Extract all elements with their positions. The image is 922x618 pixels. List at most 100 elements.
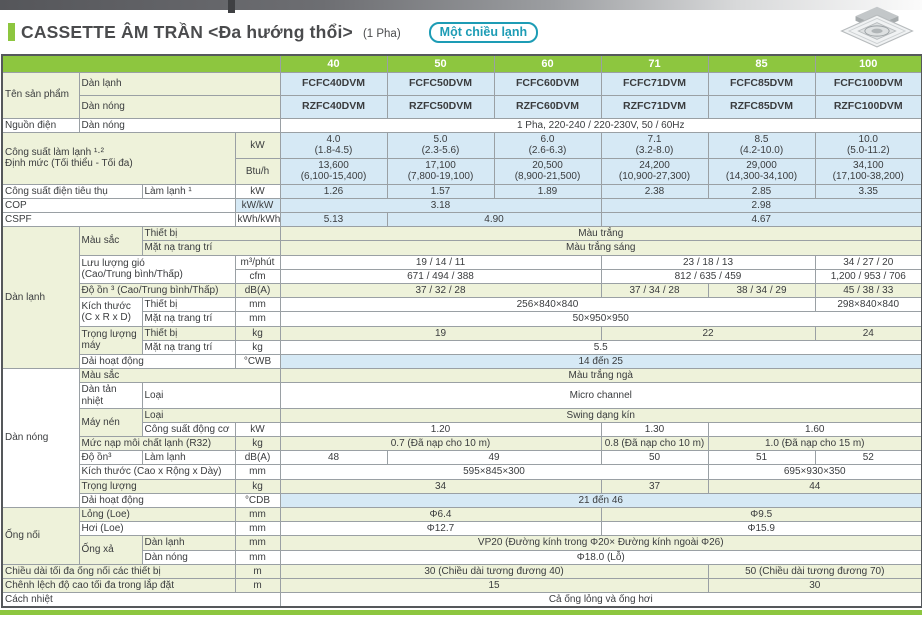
- cell-r24-c1: Làm lạnh: [141, 450, 236, 466]
- col-header-85: 85: [707, 54, 816, 73]
- cell-r3-c2: 1 Pha, 220-240 / 220-230V, 50 / 60Hz: [279, 117, 922, 133]
- cell-r30-c2: mm: [234, 535, 281, 551]
- cell-r16-c0: Trọng lượng máy: [78, 325, 143, 355]
- cell-r22-c0: Công suất động cơ: [141, 421, 236, 438]
- cell-r13-c4: 38 / 34 / 29: [707, 282, 816, 299]
- table-corner: [1, 54, 281, 73]
- cell-r9-c1: Màu sắc: [78, 226, 143, 256]
- cell-r8-c0: CSPF: [1, 212, 236, 228]
- cell-r32-c0: Chiều dài tối đa ống nối các thiết bị: [1, 563, 236, 579]
- cell-r33-c2: 15: [279, 577, 709, 594]
- cell-r30-c3: VP20 (Đường kính trong Φ20× Đường kính n…: [279, 535, 922, 551]
- cooling-only-badge: Một chiều lạnh: [428, 21, 539, 43]
- cell-r11-c2: 19 / 14 / 11: [279, 254, 602, 270]
- next-section-header-partial: [0, 610, 922, 616]
- cassette-unit-icon: [840, 6, 914, 48]
- cell-r29-c3: Φ15.9: [600, 521, 922, 537]
- cell-r21-c2: Swing dạng kín: [279, 407, 922, 423]
- cell-r8-c4: 4.67: [600, 212, 922, 228]
- cell-r14-c4: 298×840×840: [814, 297, 922, 313]
- cell-r14-c1: Thiết bị: [141, 297, 236, 313]
- cell-r5-c3: 20,500 (8,900-21,500): [493, 157, 602, 185]
- cell-r4-c6: 8.5 (4.2-10.0): [707, 131, 816, 159]
- cell-r17-c0: Mặt nạ trang trí: [141, 339, 236, 355]
- cell-r27-c1: °CDB: [234, 492, 281, 509]
- cell-r4-c0: Công suất làm lạnh ¹·² Định mức (Tối thi…: [1, 131, 236, 185]
- cell-r26-c1: kg: [234, 478, 281, 494]
- section-ong-noi: Ống nối: [1, 507, 80, 565]
- section-dan-nong: Dàn nóng: [1, 368, 80, 508]
- cell-r16-c3: 19: [279, 325, 602, 341]
- cell-r29-c2: Φ12.7: [279, 521, 602, 537]
- col-header-40: 40: [279, 54, 388, 73]
- cell-r22-c2: 1.20: [279, 421, 602, 438]
- section-dan-lanh: Dàn lạnh: [1, 226, 80, 370]
- cell-r6-c2: kW: [234, 183, 281, 199]
- cell-r16-c1: Thiết bị: [141, 325, 236, 341]
- cell-r27-c2: 21 đến 46: [279, 492, 922, 509]
- cell-r8-c3: 4.90: [386, 212, 602, 228]
- cell-r5-c6: 34,100 (17,100-38,200): [814, 157, 922, 185]
- cell-r17-c1: kg: [234, 339, 281, 355]
- model-indoor-40: FCFC40DVM: [279, 71, 388, 96]
- cell-r16-c2: kg: [234, 325, 281, 341]
- cell-r23-c0: Mức nạp môi chất lạnh (R32): [78, 436, 236, 452]
- cell-r22-c4: 1.60: [707, 421, 922, 438]
- cell-r15-c1: mm: [234, 311, 281, 327]
- cell-r30-c0: Ống xả: [78, 535, 143, 565]
- cell-r23-c2: 0.7 (Đã nạp cho 10 m): [279, 436, 602, 452]
- cell-r23-c1: kg: [234, 436, 281, 452]
- cell-r31-c2: Φ18.0 (Lỗ): [279, 549, 922, 565]
- cell-r28-c4: Φ9.5: [600, 506, 922, 523]
- cell-r21-c0: Máy nén: [78, 407, 143, 438]
- cell-r21-c1: Loại: [141, 407, 281, 423]
- cell-r25-c1: mm: [234, 464, 281, 480]
- model-indoor-71: FCFC71DVM: [600, 71, 709, 96]
- cell-r13-c3: 37 / 34 / 28: [600, 282, 709, 299]
- cell-r5-c5: 29,000 (14,300-34,100): [707, 157, 816, 185]
- cell-r33-c3: 30: [707, 577, 922, 594]
- cell-r13-c1: dB(A): [234, 282, 281, 299]
- cell-r15-c0: Mặt nạ trang trí: [141, 311, 236, 327]
- cell-r4-c7: 10.0 (5.0-11.2): [814, 131, 922, 159]
- cell-r5-c2: 17,100 (7,800-19,100): [386, 157, 495, 185]
- cell-r6-c3: 1.26: [279, 183, 388, 199]
- spec-table-body: 40 50 60 71 85 100 Tên sản phẩm Dàn lạnh FCFC40D…: [1, 54, 922, 608]
- cell-r10-c0: Mặt nạ trang trí: [141, 240, 281, 256]
- cell-r26-c0: Trọng lượng: [78, 478, 236, 494]
- phase-note: (1 Pha): [362, 27, 401, 40]
- cell-r27-c0: Dải hoạt động: [78, 492, 236, 509]
- model-indoor-100: FCFC100DVM: [814, 71, 922, 96]
- col-header-60: 60: [493, 54, 602, 73]
- cell-r4-c1: kW: [234, 131, 281, 159]
- cell-r32-c1: m: [234, 563, 281, 579]
- cell-r32-c3: 50 (Chiều dài tương đương 70): [707, 563, 922, 579]
- cell-r4-c3: 5.0 (2.3-5.6): [386, 131, 495, 159]
- cell-r29-c0: Hơi (Loe): [78, 521, 236, 537]
- cell-r3-c1: Dàn nóng: [78, 117, 281, 133]
- cell-r3-c0: Nguồn điện: [1, 117, 80, 133]
- cell-r32-c2: 30 (Chiều dài tương đương 40): [279, 563, 709, 579]
- model-outdoor-50: RZFC50DVM: [386, 94, 495, 119]
- cell-r12-c0: cfm: [234, 268, 281, 285]
- cell-r14-c2: mm: [234, 297, 281, 313]
- top-gradient-bar: [0, 0, 922, 13]
- cell-r24-c7: 52: [814, 450, 922, 466]
- title-row: CASSETTE ÂM TRẦN <Đa hướng thổi> (1 Pha)…: [0, 10, 922, 54]
- cell-r5-c4: 24,200 (10,900-27,300): [600, 157, 709, 185]
- cell-r25-c0: Kích thước (Cao x Rộng x Dày): [78, 464, 236, 480]
- cell-r24-c5: 50: [600, 450, 709, 466]
- model-outdoor-40: RZFC40DVM: [279, 94, 388, 119]
- cell-r33-c1: m: [234, 577, 281, 594]
- cell-r18-c0: Dải hoạt động: [78, 353, 236, 370]
- cell-r8-c2: 5.13: [279, 212, 388, 228]
- cell-r19-c1: Màu sắc: [78, 368, 281, 384]
- cell-r6-c1: Làm lạnh ¹: [141, 183, 236, 199]
- cell-r20-c1: Loại: [141, 382, 281, 409]
- label-ten-san-pham: Tên sản phẩm: [1, 71, 80, 119]
- cell-r24-c4: 49: [386, 450, 602, 466]
- cell-r12-c2: 812 / 635 / 459: [600, 268, 816, 285]
- model-outdoor-60: RZFC60DVM: [493, 94, 602, 119]
- cell-r6-c6: 2.38: [600, 183, 709, 199]
- cell-r31-c1: mm: [234, 549, 281, 565]
